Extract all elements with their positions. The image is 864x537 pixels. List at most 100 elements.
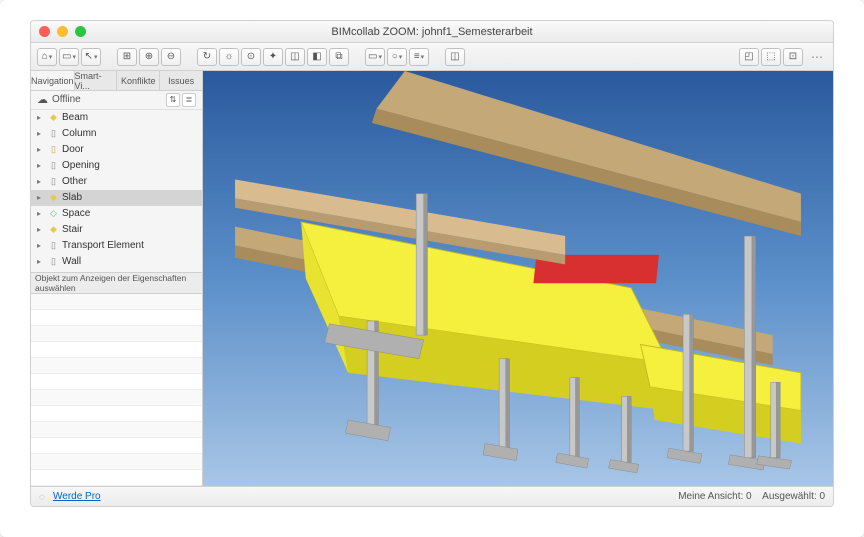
toolbar-button[interactable]: ✦ [263,48,283,66]
traffic-lights [39,26,86,37]
property-row [31,438,202,454]
tab-konflikte[interactable]: Konflikte [117,71,160,90]
toolbar-button[interactable]: ⧉ [329,48,349,66]
property-row [31,470,202,486]
sidebar-tabs: NavigationSmart-Vi...KonflikteIssues [31,71,202,91]
expand-icon[interactable]: ▸ [37,177,45,186]
window-chrome: BIMcollab ZOOM: johnf1_Semesterarbeit ⌂▭… [30,20,834,507]
type-icon: ▯ [48,160,59,171]
tree-item-label: Door [62,144,84,155]
tree-item-label: Slab [62,192,82,203]
type-icon: ▯ [48,128,59,139]
toolbar-button[interactable]: ◰ [739,48,759,66]
type-icon: ◇ [48,208,59,219]
tree-item[interactable]: ▸◆Slab [31,190,202,206]
expand-icon[interactable]: ▸ [37,129,45,138]
expand-icon[interactable]: ▸ [37,145,45,154]
expand-icon[interactable]: ▸ [37,209,45,218]
toolbar-button[interactable]: ≡ [409,48,429,66]
expand-icon[interactable]: ▸ [37,257,45,266]
tree-item[interactable]: ▸▯Door [31,142,202,158]
zoom-button[interactable] [75,26,86,37]
property-row [31,422,202,438]
tree-item-label: Wall [62,256,81,267]
property-row [31,342,202,358]
tab-issues[interactable]: Issues [160,71,202,90]
window-title: BIMcollab ZOOM: johnf1_Semesterarbeit [31,26,833,38]
tab-smartvi[interactable]: Smart-Vi... [75,71,118,90]
titlebar: BIMcollab ZOOM: johnf1_Semesterarbeit [31,21,833,43]
toolbar-button[interactable]: ○ [387,48,407,66]
type-icon: ◆ [48,224,59,235]
property-row [31,358,202,374]
model-tree: ▸◆Beam▸▯Column▸▯Door▸▯Opening▸▯Other▸◆Sl… [31,110,202,272]
minimize-button[interactable] [57,26,68,37]
toolbar-overflow[interactable]: ⋯ [807,50,827,64]
tree-item[interactable]: ▸▯Opening [31,158,202,174]
expand-icon[interactable]: ▸ [37,225,45,234]
toolbar-button[interactable]: ⊞ [117,48,137,66]
resize-grip-icon: ◌ [39,492,49,502]
type-icon: ▯ [48,256,59,267]
toolbar-button[interactable]: ▭ [59,48,79,66]
toolbar-button[interactable]: ↖ [81,48,101,66]
toolbar-button[interactable]: ⊙ [241,48,261,66]
tree-item[interactable]: ▸◆Beam [31,110,202,126]
tree-item[interactable]: ▸▯Column [31,126,202,142]
toolbar-button[interactable]: ⊖ [161,48,181,66]
pro-link[interactable]: Werde Pro [53,491,101,502]
expand-icon[interactable]: ▸ [37,193,45,202]
properties-panel [31,294,202,486]
toolbar-button[interactable]: ⊕ [139,48,159,66]
toolbar-button[interactable]: ⊡ [783,48,803,66]
type-icon: ▯ [48,176,59,187]
tree-item[interactable]: ▸▯Wall [31,254,202,270]
toolbar-button[interactable]: ⌂ [37,48,57,66]
3d-viewport[interactable] [203,71,833,486]
offline-actions: ⇅ ≣ [166,93,196,107]
type-icon: ▯ [48,240,59,251]
cloud-icon: ☁ [37,93,48,106]
close-button[interactable] [39,26,50,37]
model-render [203,71,833,486]
view-count-label: Meine Ansicht: 0 Ausgewählt: 0 [678,491,825,502]
statusbar: ◌ Werde Pro Meine Ansicht: 0 Ausgewählt:… [31,486,833,506]
app-window: BIMcollab ZOOM: johnf1_Semesterarbeit ⌂▭… [0,0,864,537]
toolbar-button[interactable]: ⬚ [761,48,781,66]
property-row [31,390,202,406]
property-row [31,374,202,390]
tree-item-label: Opening [62,160,100,171]
tab-navigation[interactable]: Navigation [31,71,75,90]
tree-action-icon[interactable]: ⇅ [166,93,180,107]
expand-icon[interactable]: ▸ [37,241,45,250]
tree-item[interactable]: ▸◆Stair [31,222,202,238]
tree-item-label: Space [62,208,90,219]
property-row [31,406,202,422]
tree-item[interactable]: ▸◇Space [31,206,202,222]
tree-item-label: Other [62,176,87,187]
property-row [31,294,202,310]
properties-header: Objekt zum Anzeigen der Eigenschaften au… [31,272,202,294]
toolbar-button[interactable]: ↻ [197,48,217,66]
toolbar-button[interactable]: ◧ [307,48,327,66]
offline-label: Offline [52,94,81,105]
tree-action-icon[interactable]: ≣ [182,93,196,107]
tree-item[interactable]: ▸▯Transport Element [31,238,202,254]
type-icon: ◆ [48,192,59,203]
toolbar-button[interactable]: ◫ [285,48,305,66]
property-row [31,454,202,470]
property-row [31,310,202,326]
main-body: NavigationSmart-Vi...KonflikteIssues ☁ O… [31,71,833,486]
property-row [31,326,202,342]
tree-item[interactable]: ▸▯Other [31,174,202,190]
expand-icon[interactable]: ▸ [37,113,45,122]
toolbar-button[interactable]: ▭ [365,48,385,66]
properties-placeholder: Objekt zum Anzeigen der Eigenschaften au… [35,273,198,293]
toolbar-button[interactable]: ◫ [445,48,465,66]
toolbar: ⌂▭↖⊞⊕⊖↻☼⊙✦◫◧⧉▭○≡◫◰⬚⊡⋯ [31,43,833,71]
expand-icon[interactable]: ▸ [37,161,45,170]
connection-status-row: ☁ Offline ⇅ ≣ [31,91,202,110]
tree-item-label: Transport Element [62,240,144,251]
toolbar-button[interactable]: ☼ [219,48,239,66]
type-icon: ▯ [48,144,59,155]
